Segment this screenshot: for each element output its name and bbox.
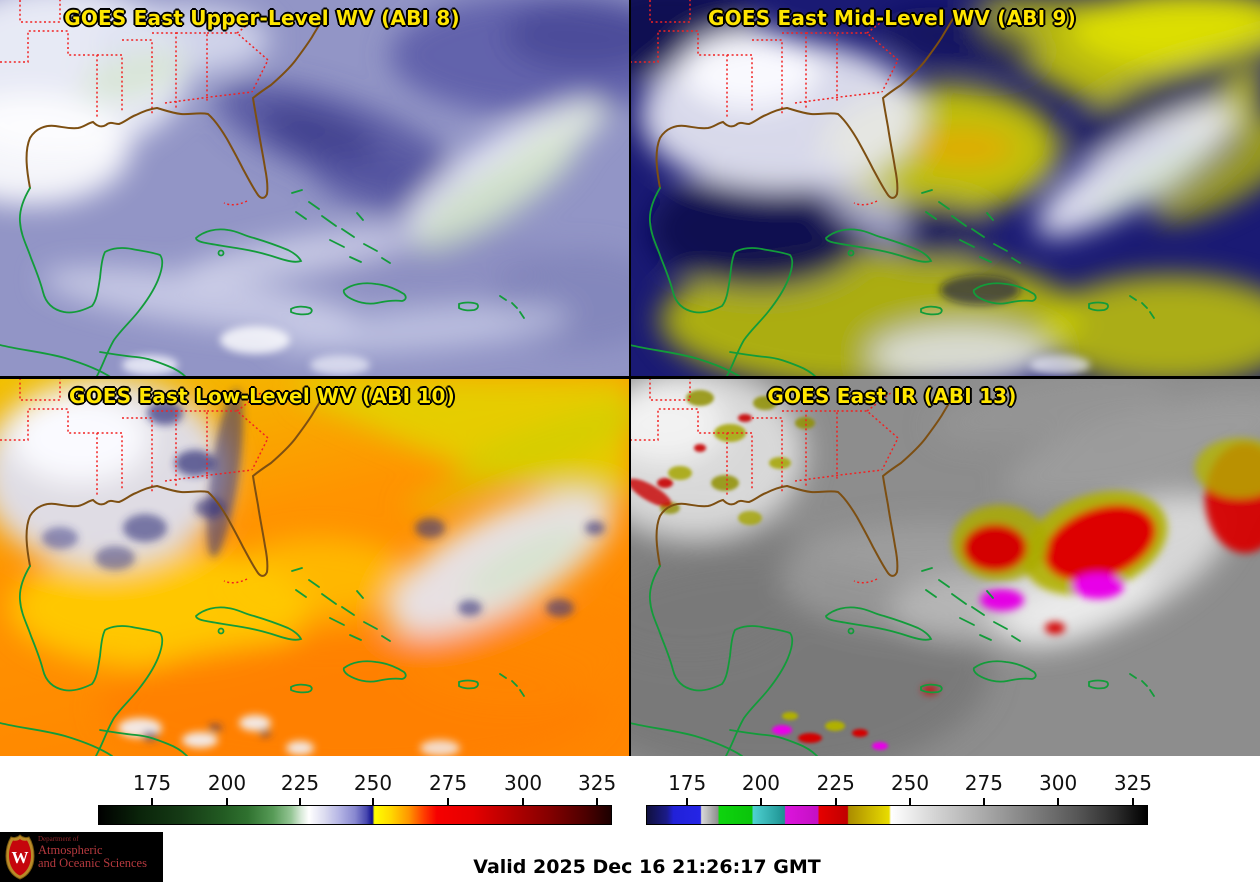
colorbar-tick — [759, 798, 762, 805]
colorbar-tick-label: 300 — [503, 771, 543, 795]
colorbar-tick — [1057, 798, 1060, 805]
uw-aos-logo: W Department of Atmospheric and Oceanic … — [0, 832, 163, 882]
colorbar-tick-label: 200 — [207, 771, 247, 795]
satellite-panel-mid-wv — [630, 0, 1260, 378]
logo-line-1: Atmospheric — [38, 843, 103, 858]
panel-separator-horizontal — [0, 376, 1260, 379]
ir-colorbar — [646, 805, 1148, 825]
colorbar-tick-label: 200 — [741, 771, 781, 795]
colorbar-tick — [596, 798, 599, 805]
colorbar-tick — [834, 798, 837, 805]
crest-letter: W — [12, 848, 29, 867]
colorbar-tick — [226, 798, 228, 805]
wv-colorbar-ticks — [98, 798, 612, 805]
satellite-panel-low-wv — [0, 378, 630, 756]
colorbar-tick — [447, 798, 450, 805]
colorbar-tick — [299, 798, 301, 805]
colorbar-tick — [371, 798, 374, 805]
colorbar-tick-label: 175 — [132, 771, 172, 795]
logo-text: Department of Atmospheric and Oceanic Sc… — [38, 835, 147, 871]
colorbar-tick-label: 175 — [668, 771, 707, 795]
logo-dept-line: Department of — [38, 835, 79, 843]
colorbar-tick-label: 325 — [1113, 771, 1153, 795]
colorbar-tick — [522, 798, 525, 805]
ir-colorbar-labels: 175 200 225 250 275 300 325 — [646, 771, 1152, 795]
colorbar-tick — [909, 798, 912, 805]
wv-colorbar — [98, 805, 612, 825]
colorbar-tick-label: 275 — [428, 771, 468, 795]
colorbar-tick — [686, 798, 689, 805]
colorbar-tick-label: 300 — [1039, 771, 1078, 795]
panel-title-ir: GOES East IR (ABI 13) — [767, 384, 1017, 408]
logo-line-2: and Oceanic Sciences — [38, 856, 147, 871]
satellite-panel-ir — [630, 378, 1260, 756]
colorbar-tick — [150, 798, 153, 805]
colorbar-tick-label: 250 — [890, 771, 930, 795]
panel-title-low-wv: GOES East Low-Level WV (ABI 10) — [69, 384, 455, 408]
footer: 175 200 225 250 275 300 325 175 200 225 250 275 300… — [0, 756, 1260, 882]
colorbar-tick-label: 225 — [280, 771, 320, 795]
valid-time-label: Valid 2025 Dec 16 21:26:17 GMT — [473, 856, 821, 878]
satellite-panel-upper-wv — [0, 0, 630, 378]
panel-title-upper-wv: GOES East Upper-Level WV (ABI 8) — [64, 6, 460, 30]
panel-title-mid-wv: GOES East Mid-Level WV (ABI 9) — [708, 6, 1076, 30]
colorbar-tick-label: 225 — [816, 771, 855, 795]
colorbar-tick-label: 325 — [578, 771, 617, 795]
colorbar-tick — [1131, 798, 1134, 805]
colorbar-tick — [982, 798, 985, 805]
uw-crest-icon: W — [5, 834, 35, 880]
colorbar-tick-label: 275 — [964, 771, 1003, 795]
wv-colorbar-labels: 175 200 225 250 275 300 325 — [98, 771, 616, 795]
colorbar-tick-label: 250 — [353, 771, 393, 795]
ir-colorbar-ticks — [646, 798, 1148, 805]
